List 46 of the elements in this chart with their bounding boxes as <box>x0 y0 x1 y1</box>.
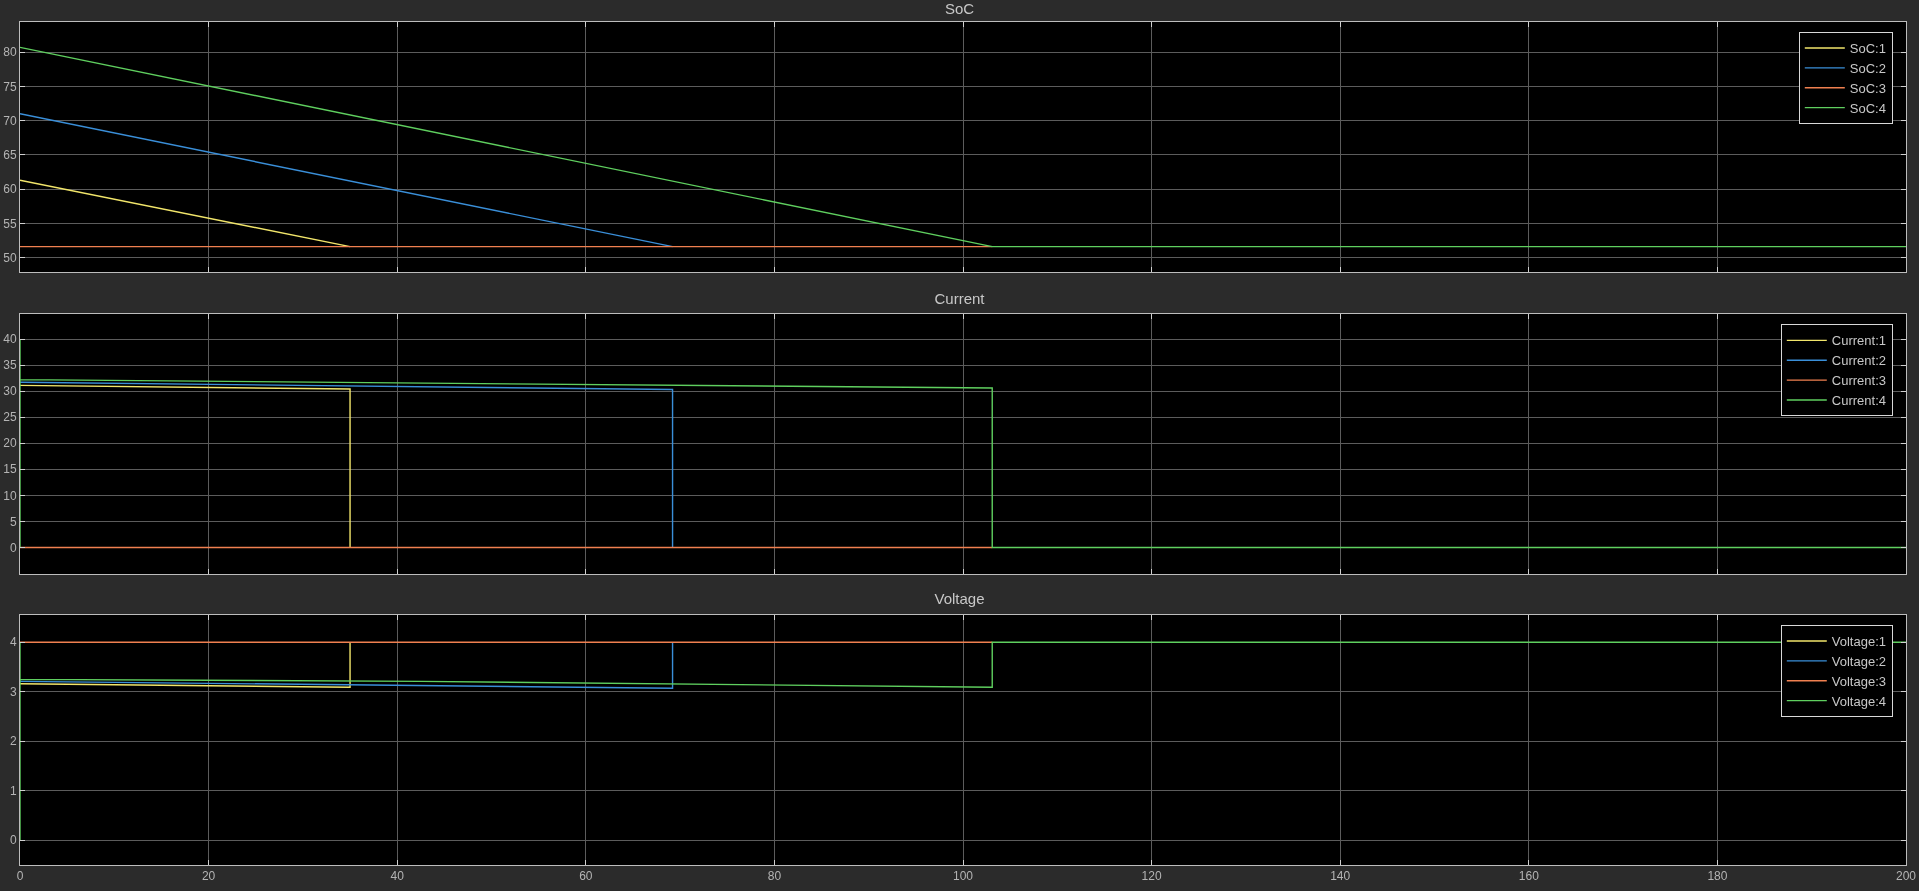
x-tick-label: 120 <box>1141 869 1162 884</box>
y-tick-label: 50 <box>3 250 17 265</box>
y-tick-label: 10 <box>3 488 17 503</box>
legend-label: Current:1 <box>1831 333 1886 349</box>
legend-label: Voltage:3 <box>1831 673 1887 689</box>
x-tick-label: 100 <box>952 869 974 884</box>
y-tick-label: 25 <box>3 410 17 425</box>
y-tick-label: 2 <box>9 734 17 749</box>
y-tick-label: 35 <box>3 358 17 373</box>
y-tick-label: 60 <box>3 182 17 197</box>
x-tick-label: 20 <box>201 869 216 884</box>
legend-label: Current:4 <box>1831 393 1886 409</box>
y-tick-label: 40 <box>3 332 17 347</box>
y-tick-label: 80 <box>3 45 17 60</box>
x-tick-label: 80 <box>767 869 782 884</box>
y-tick-label: 70 <box>3 113 17 128</box>
chart-title: SoC <box>944 0 975 17</box>
x-tick-label: 160 <box>1518 869 1540 884</box>
y-tick-label: 3 <box>9 684 17 699</box>
legend-label: Voltage:1 <box>1831 634 1887 650</box>
y-tick-label: 5 <box>9 514 17 529</box>
y-tick-label: 1 <box>9 783 17 798</box>
x-tick-label: 180 <box>1707 869 1728 884</box>
legend-label: Voltage:4 <box>1831 693 1887 709</box>
legend-label: SoC:1 <box>1849 41 1886 57</box>
y-tick-label: 4 <box>9 635 17 650</box>
x-tick-label: 200 <box>1895 869 1917 884</box>
y-tick-label: 15 <box>3 462 17 477</box>
x-tick-label: 40 <box>390 869 405 884</box>
legend-label: Voltage:2 <box>1831 653 1887 669</box>
y-tick-label: 30 <box>3 384 17 399</box>
legend-label: SoC:4 <box>1849 100 1886 116</box>
legend-label: SoC:2 <box>1849 60 1886 76</box>
x-tick-label: 140 <box>1330 869 1351 884</box>
y-tick-label: 0 <box>9 540 17 555</box>
y-tick-label: 20 <box>3 436 17 451</box>
x-tick-label: 60 <box>579 869 593 884</box>
y-tick-label: 55 <box>3 216 17 231</box>
y-tick-label: 75 <box>3 79 17 94</box>
chart-title: Current <box>934 289 986 307</box>
legend-label: Current:2 <box>1831 353 1886 369</box>
y-tick-label: 65 <box>3 148 17 163</box>
y-tick-label: 0 <box>9 833 17 848</box>
legend-label: Current:3 <box>1831 373 1886 389</box>
legend-label: SoC:3 <box>1849 80 1886 96</box>
chart-title: Voltage <box>934 589 985 607</box>
